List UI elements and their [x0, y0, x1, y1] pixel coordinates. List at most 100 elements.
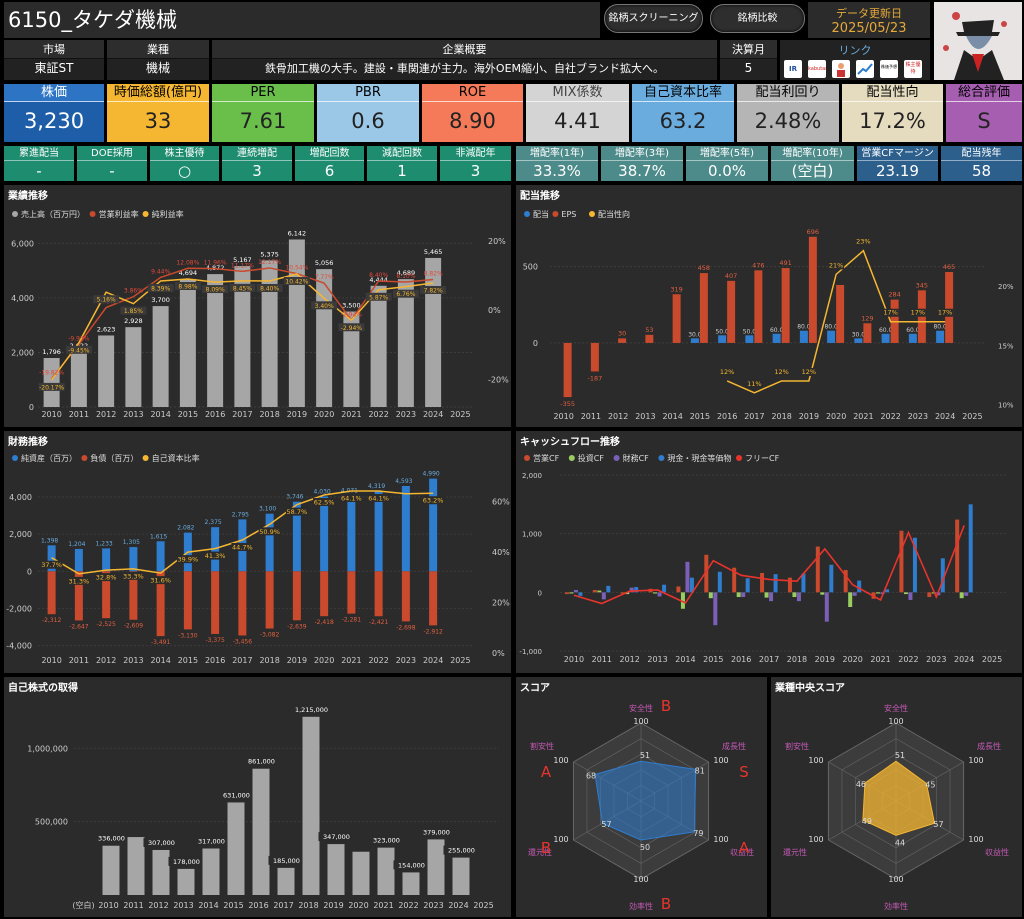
liability-label: -3,082 [260, 632, 280, 639]
cf-bar [796, 592, 801, 602]
kpi-1: 時価総額(億円) 33 [107, 84, 209, 142]
legend-dot [524, 455, 530, 461]
legend-item: 投資CF [578, 453, 605, 463]
kpi-2: PER 7.61 [212, 84, 314, 142]
payout-label: 17% [911, 309, 925, 317]
forecast-link-icon[interactable]: 株価予想 [880, 60, 898, 78]
eps-label: 458 [698, 264, 710, 272]
kpi-label: ROE [422, 84, 523, 102]
cf-bar [959, 592, 964, 599]
net-margin-label: 8.09% [206, 287, 225, 294]
net-label-bg [120, 306, 147, 315]
buyback-label-bg [268, 855, 305, 865]
radar-axis-label: 成長性 [977, 741, 1001, 751]
y2-tick: 40% [492, 548, 510, 557]
y-tick: 2,000 [522, 472, 542, 480]
net-label-bg [420, 286, 447, 295]
y-tick: 0 [538, 589, 542, 597]
radar-value: 44 [895, 838, 905, 847]
links-header: リンク [838, 44, 872, 57]
chart-link-icon[interactable] [856, 60, 874, 78]
yutai-link-icon[interactable]: 株主優待 [904, 60, 922, 78]
score-radar: 518179505768100安全性100成長性100収益性100効率性100還… [528, 697, 754, 913]
legend-dot [589, 211, 595, 217]
radar-axis-label: 収益性 [985, 847, 1009, 857]
sales-bar [207, 274, 224, 407]
equity-ratio-label: 41.3% [205, 552, 226, 560]
op-margin-label: 11.96% [204, 260, 227, 267]
equity-bar [74, 548, 83, 572]
metric-4: 増配回数 6 [295, 146, 364, 181]
industry-header: 業種 [107, 40, 209, 59]
radar-area [594, 760, 697, 841]
x-tick: 2018 [259, 656, 279, 665]
eps-bar [863, 323, 872, 343]
kpi-value: 33 [144, 109, 172, 133]
equity-label: 4,990 [423, 471, 440, 478]
eps-label: 129 [861, 314, 873, 322]
cf-bar [606, 585, 611, 593]
radar-axis-label: 安全性 [884, 703, 908, 713]
compare-button[interactable]: 銘柄比較 [710, 4, 805, 33]
screening-button[interactable]: 銘柄スクリーニング [604, 4, 703, 33]
perf-chart: 売上高（百万円） 営業利益率 純利益率 0 2,000 4,000 6,000 -20% 0% 2… [11, 209, 509, 419]
radar-grade: B [661, 895, 671, 913]
buyback-label: 185,000 [273, 857, 300, 865]
radar-axis-label: 収益性 [730, 847, 754, 857]
x-tick: 2011 [592, 655, 612, 664]
ratio-label-bg [422, 496, 445, 505]
cf-bar [662, 584, 667, 593]
cf-chart: 営業CF 投資CF 財務CF 現金・現金等価物 フリーCF -1,000 0 1,000 2,0… [519, 453, 1006, 664]
x-tick: 2022 [898, 655, 918, 664]
fin-chart: 純資産（百万） 負債（百万） 自己資本比率 -4,000 -2,000 0 2,000 4,0… [6, 453, 510, 665]
liability-bar [292, 571, 301, 621]
equity-bar [265, 513, 274, 572]
equity-label: 1,398 [41, 537, 58, 544]
sales-label: 5,056 [315, 259, 334, 267]
x-tick: 2025 [450, 656, 470, 665]
kpi-value: 17.2% [859, 109, 926, 133]
equity-ratio-label: 50.9% [259, 528, 280, 536]
eps-label: 53 [645, 326, 653, 334]
radar-value: 68 [586, 771, 596, 780]
buyback-bar [327, 844, 345, 895]
cf-bar [885, 589, 890, 593]
x-tick: 2017 [744, 412, 764, 421]
net-label-bg [392, 289, 419, 298]
equity-label: 4,319 [368, 483, 385, 490]
net-margin-label: -9.45% [68, 347, 90, 354]
x-tick: 2018 [298, 901, 318, 910]
y2-tick: 10% [998, 402, 1014, 410]
equity-ratio-label: 33.3% [123, 572, 144, 580]
person-link-icon[interactable] [832, 60, 850, 78]
kpi-3: PBR 0.6 [317, 84, 419, 142]
irbank-link-icon[interactable]: IR BANK [784, 60, 802, 78]
y-tick: 0 [27, 567, 32, 576]
net-margin-label: 10.42% [285, 279, 308, 286]
sales-label: 3,700 [151, 296, 170, 304]
radar-area [862, 760, 936, 836]
equity-bar [429, 478, 438, 572]
payout-label: 12% [802, 368, 816, 376]
y-tick: 2,000 [11, 348, 34, 357]
net-label-bg [147, 284, 174, 293]
x-tick: 2017 [232, 410, 252, 419]
kabutan-link-icon[interactable]: kabutan [808, 60, 826, 78]
cf-bar [824, 592, 829, 622]
buyback-label-bg [93, 833, 130, 843]
metric-label: 増配回数 [295, 146, 364, 161]
median-radar: 514557444946100安全性100成長性100収益性100効率性100還… [783, 703, 1009, 911]
x-tick: 2012 [620, 655, 640, 664]
equity-ratio-label: 64.1% [341, 494, 362, 502]
score-title: スコア [520, 683, 550, 694]
x-tick: 2018 [259, 410, 279, 419]
radar-max: 100 [808, 835, 823, 844]
cf-bar [741, 592, 746, 598]
eps-bar [727, 280, 736, 343]
radar-value: 79 [693, 829, 703, 838]
legend-dot [524, 211, 530, 217]
metric-3: 連続増配 3 [222, 146, 292, 181]
metric-label: 増配率(10年) [771, 146, 854, 161]
div-chart: 配当 EPS 配当性向 0 500 10% 15% 20% 2010 -355 2011 -187 20… [523, 209, 1014, 421]
dividend-label: 80.0 [797, 324, 811, 331]
